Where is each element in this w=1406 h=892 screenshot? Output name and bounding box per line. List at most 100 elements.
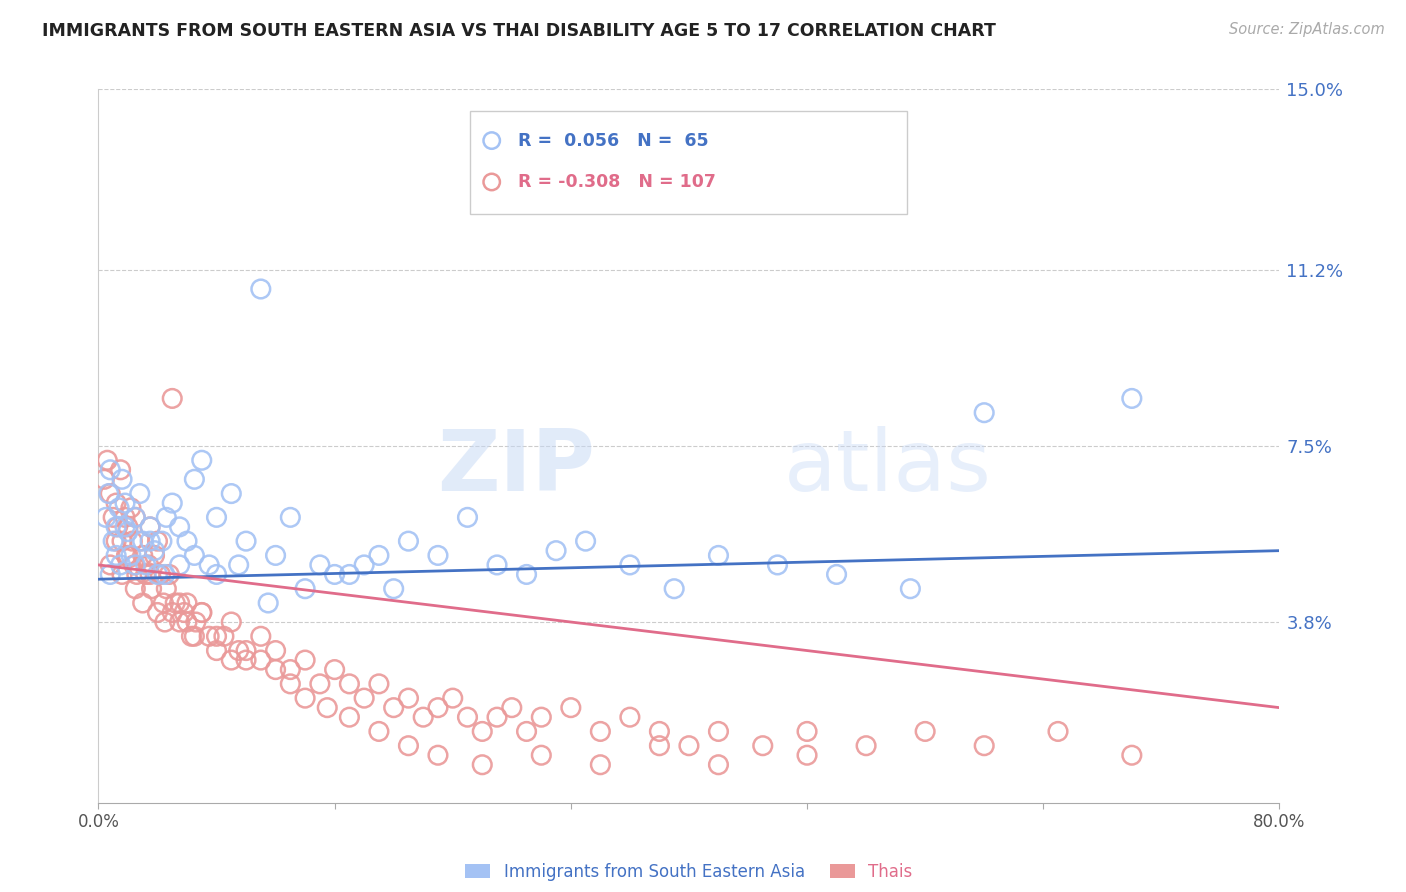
- Point: [117, 549, 139, 563]
- Point: [122, 558, 145, 572]
- Point: [169, 615, 191, 629]
- Point: [111, 534, 134, 549]
- FancyBboxPatch shape: [471, 111, 907, 214]
- Point: [191, 453, 214, 467]
- Point: [353, 691, 375, 706]
- Point: [132, 534, 155, 549]
- Point: [323, 567, 346, 582]
- Point: [132, 549, 155, 563]
- Point: [111, 472, 134, 486]
- Point: [124, 582, 146, 596]
- Point: [183, 472, 205, 486]
- Point: [98, 567, 121, 582]
- Point: [205, 629, 228, 643]
- Point: [184, 615, 207, 629]
- Point: [94, 510, 117, 524]
- Point: [914, 724, 936, 739]
- Point: [153, 567, 176, 582]
- Point: [235, 653, 257, 667]
- Point: [143, 543, 166, 558]
- Point: [205, 643, 228, 657]
- Point: [141, 582, 163, 596]
- Point: [176, 596, 198, 610]
- Point: [664, 582, 686, 596]
- Point: [250, 653, 273, 667]
- Point: [105, 549, 128, 563]
- Point: [396, 691, 419, 706]
- Point: [235, 643, 257, 657]
- Point: [973, 739, 995, 753]
- Point: [1121, 748, 1143, 763]
- Point: [128, 486, 150, 500]
- Point: [825, 567, 848, 582]
- Point: [427, 700, 450, 714]
- Point: [146, 534, 169, 549]
- Point: [124, 510, 146, 524]
- Point: [619, 710, 641, 724]
- Point: [135, 558, 157, 572]
- Point: [219, 615, 242, 629]
- Point: [294, 691, 316, 706]
- Point: [471, 724, 494, 739]
- Point: [162, 606, 183, 620]
- Point: [169, 596, 191, 610]
- Point: [149, 567, 172, 582]
- Point: [117, 524, 139, 539]
- Point: [139, 520, 162, 534]
- Point: [191, 606, 214, 620]
- Point: [250, 629, 273, 643]
- Point: [456, 710, 478, 724]
- Point: [108, 500, 131, 515]
- Point: [139, 567, 162, 582]
- Point: [382, 582, 405, 596]
- Point: [648, 724, 671, 739]
- Point: [183, 549, 205, 563]
- Point: [751, 739, 773, 753]
- Point: [120, 500, 142, 515]
- Point: [124, 510, 146, 524]
- Point: [707, 724, 730, 739]
- Point: [339, 710, 360, 724]
- Point: [368, 677, 391, 691]
- Point: [900, 582, 922, 596]
- Point: [173, 606, 195, 620]
- Point: [589, 757, 612, 772]
- Point: [228, 558, 250, 572]
- Point: [169, 558, 191, 572]
- Point: [180, 629, 202, 643]
- Point: [114, 520, 136, 534]
- Point: [105, 534, 128, 549]
- Point: [98, 486, 121, 500]
- Point: [766, 558, 789, 572]
- Point: [427, 748, 450, 763]
- Point: [183, 629, 205, 643]
- Point: [471, 757, 494, 772]
- Point: [117, 520, 139, 534]
- Point: [368, 549, 391, 563]
- Point: [153, 615, 176, 629]
- Point: [169, 520, 191, 534]
- Point: [619, 558, 641, 572]
- Point: [103, 534, 125, 549]
- Point: [456, 510, 478, 524]
- Point: [278, 677, 302, 691]
- Point: [323, 663, 346, 677]
- Point: [176, 534, 198, 549]
- Point: [515, 724, 537, 739]
- Point: [139, 520, 162, 534]
- Point: [412, 710, 434, 724]
- Text: R =  0.056   N =  65: R = 0.056 N = 65: [517, 132, 709, 150]
- Point: [191, 606, 214, 620]
- Point: [855, 739, 877, 753]
- Point: [278, 510, 302, 524]
- Point: [264, 549, 287, 563]
- Point: [165, 596, 187, 610]
- Point: [973, 406, 995, 420]
- Point: [353, 558, 375, 572]
- Point: [157, 567, 180, 582]
- Point: [707, 757, 730, 772]
- Point: [228, 643, 250, 657]
- Point: [125, 567, 148, 582]
- Point: [198, 629, 221, 643]
- Point: [396, 739, 419, 753]
